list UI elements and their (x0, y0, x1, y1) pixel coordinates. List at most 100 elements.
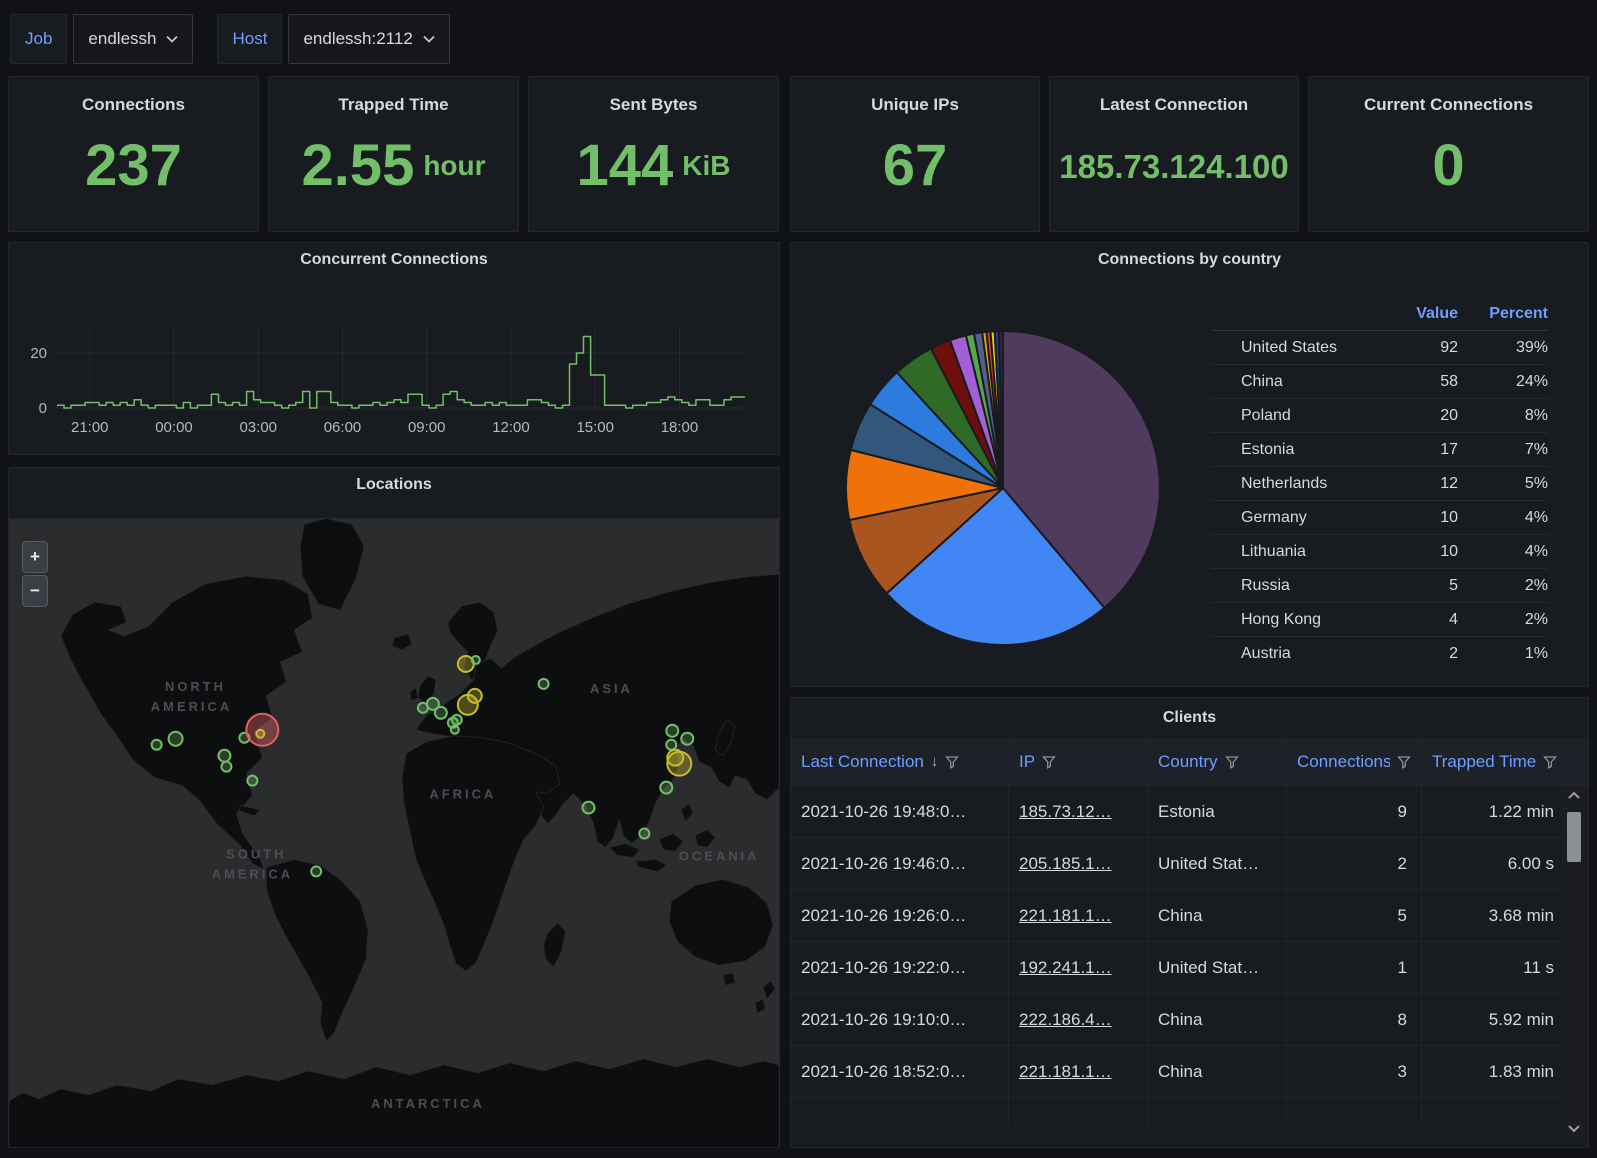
legend-percent: 39% (1515, 338, 1548, 356)
filter-funnel-icon[interactable] (1397, 755, 1411, 769)
ip-link[interactable]: 221.181.1… (1019, 905, 1112, 925)
country-pie-chart[interactable] (791, 277, 1211, 688)
filter-funnel-icon[interactable] (1543, 755, 1558, 769)
map-marker-green[interactable] (665, 738, 678, 751)
world-map[interactable]: NORTH AMERICA SOUTH AMERICA AFRICA ASIA OCEANI… (8, 517, 780, 1149)
filter-funnel-icon[interactable] (1224, 755, 1239, 769)
legend-value-header[interactable]: Value (1416, 305, 1458, 322)
column-header-trapped-time[interactable]: Trapped Time (1422, 738, 1588, 785)
table-scrollbar[interactable] (1561, 786, 1587, 1137)
map-marker-green[interactable] (659, 780, 674, 795)
ip-link[interactable]: 205.185.1… (1019, 853, 1112, 873)
cell-connections: 5 (1287, 890, 1422, 941)
panel-title-concurrent-connections[interactable]: Concurrent Connections (300, 251, 488, 268)
map-marker-green[interactable] (150, 738, 163, 751)
map-marker-green[interactable] (665, 723, 680, 738)
map-marker-green[interactable] (470, 654, 481, 665)
x-axis-tick-label: 06:00 (324, 419, 362, 436)
map-marker-green[interactable] (581, 800, 596, 815)
concurrent-connections-chart[interactable]: 21:00 00:00 03:00 06:00 09:00 12:00 15:00 18:00… (9, 277, 779, 454)
legend-country-label: Hong Kong (1241, 610, 1322, 628)
legend-row[interactable]: Russia 5 2% (1211, 569, 1548, 603)
map-marker-yellow[interactable] (255, 728, 266, 739)
stat-panel-unique-ips: Unique IPs 67 (790, 76, 1040, 232)
stat-title[interactable]: Sent Bytes (609, 95, 698, 114)
cell-connections: 1 (1287, 942, 1422, 993)
cell-trapped-time: 11 s (1523, 957, 1554, 977)
stat-title[interactable]: Current Connections (1363, 95, 1534, 114)
legend-row[interactable]: Lithuania 10 4% (1211, 535, 1548, 569)
map-marker-green[interactable] (450, 713, 463, 726)
legend-percent-header[interactable]: Percent (1489, 305, 1548, 322)
column-header-connections[interactable]: Connections (1287, 738, 1422, 785)
cell-ip: 221.181.1… (1009, 1046, 1148, 1097)
empty-cell (1009, 1098, 1148, 1124)
map-marker-green[interactable] (220, 760, 233, 773)
stat-title[interactable]: Trapped Time (338, 95, 449, 114)
map-marker-yellow[interactable] (666, 748, 685, 767)
legend-percent: 7% (1524, 440, 1548, 458)
legend-row[interactable]: Estonia 17 7% (1211, 433, 1548, 467)
panel-title-locations[interactable]: Locations (356, 476, 432, 493)
map-marker-green[interactable] (449, 724, 460, 735)
panel-title-clients[interactable]: Clients (1162, 709, 1217, 726)
continent-label-north: NORTH (165, 679, 226, 694)
map-marker-green[interactable] (638, 827, 651, 840)
map-landmass (8, 517, 780, 1149)
legend-country-label: Poland (1241, 406, 1291, 424)
map-marker-green[interactable] (167, 730, 184, 747)
stat-unit: KiB (682, 150, 731, 181)
column-header-country[interactable]: Country (1148, 738, 1287, 785)
legend-row[interactable]: Austria 2 1% (1211, 637, 1548, 670)
legend-row[interactable]: United States 92 39% (1211, 331, 1548, 365)
legend-row[interactable]: Germany 10 4% (1211, 501, 1548, 535)
column-header-ip[interactable]: IP (1009, 738, 1148, 785)
pie-slice-other[interactable] (997, 330, 1004, 489)
stat-title[interactable]: Connections (82, 95, 185, 114)
legend-value: 4 (1449, 610, 1458, 628)
legend-row[interactable]: China 58 24% (1211, 365, 1548, 399)
map-marker-green[interactable] (310, 865, 323, 878)
map-marker-green[interactable] (425, 696, 440, 711)
legend-row[interactable]: Hong Kong 4 2% (1211, 603, 1548, 637)
legend-row[interactable]: Netherlands 12 5% (1211, 467, 1548, 501)
filter-funnel-icon[interactable] (1042, 755, 1056, 769)
map-marker-green[interactable] (680, 731, 695, 746)
map-marker-green[interactable] (433, 705, 448, 720)
legend-value: 20 (1440, 406, 1458, 424)
legend-row[interactable]: Poland 20 8% (1211, 399, 1548, 433)
legend-value: 10 (1440, 542, 1458, 560)
map-marker-green[interactable] (537, 677, 550, 690)
table-header-row: Last Connection ↓ IP Country Connections Trap… (791, 738, 1588, 786)
cell-last-connection: 2021-10-26 19:22:0… (791, 942, 1009, 993)
ip-link[interactable]: 192.241.1… (1019, 957, 1112, 977)
map-marker-yellow[interactable] (466, 687, 483, 704)
sort-desc-icon: ↓ (930, 753, 939, 770)
ip-link[interactable]: 222.186.4… (1019, 1009, 1112, 1029)
stat-title[interactable]: Latest Connection (1099, 95, 1249, 114)
pie-slice-united-states[interactable] (1002, 330, 1161, 609)
connections-by-country-panel: Connections by country Value Percent Uni… (790, 242, 1589, 687)
scroll-up-icon[interactable] (1561, 786, 1587, 804)
continent-label-america: AMERICA (212, 866, 293, 881)
legend-percent: 2% (1524, 610, 1548, 628)
pie-slice-china[interactable] (885, 487, 1106, 646)
panel-title-connections-by-country[interactable]: Connections by country (1097, 251, 1282, 268)
map-marker-green[interactable] (246, 774, 259, 787)
job-variable-dropdown[interactable]: endlessh (73, 14, 194, 64)
host-variable-dropdown[interactable]: endlessh:2112 (288, 14, 450, 64)
empty-cell (1287, 1098, 1422, 1124)
stat-title[interactable]: Unique IPs (871, 95, 959, 114)
scroll-down-icon[interactable] (1561, 1119, 1587, 1137)
ip-link[interactable]: 221.181.1… (1019, 1061, 1112, 1081)
filter-funnel-icon[interactable] (945, 755, 960, 769)
map-zoom-out-button[interactable]: − (22, 575, 48, 607)
ip-link[interactable]: 185.73.12… (1019, 801, 1112, 821)
map-marker-green[interactable] (217, 748, 232, 763)
scrollbar-thumb[interactable] (1567, 812, 1581, 862)
stat-value-wrap: 2.55 hour (269, 115, 518, 231)
column-header-label: Connections (1297, 751, 1390, 771)
table-row: 2021-10-26 19:10:0… 222.186.4… China 8 5.92 … (791, 994, 1588, 1046)
map-zoom-in-button[interactable]: + (22, 541, 48, 573)
column-header-last-connection[interactable]: Last Connection ↓ (791, 738, 1009, 785)
